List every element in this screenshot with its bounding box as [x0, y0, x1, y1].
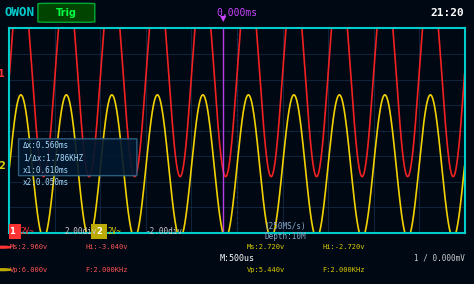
- Circle shape: [0, 269, 11, 271]
- Text: -2.00div: -2.00div: [146, 227, 183, 236]
- Text: Depth:10M: Depth:10M: [264, 232, 306, 241]
- Text: Hi:-2.720v: Hi:-2.720v: [322, 244, 365, 250]
- Text: 2.00div: 2.00div: [64, 227, 97, 236]
- FancyBboxPatch shape: [38, 3, 95, 22]
- Text: Trig: Trig: [56, 8, 77, 18]
- Text: 1: 1: [0, 69, 5, 80]
- Text: Hi:-3.040v: Hi:-3.040v: [85, 244, 128, 250]
- Text: Δx:0.560ms
1/Δx:1.786KHZ
x1:0.610ms
x2:0.050ms: Δx:0.560ms 1/Δx:1.786KHZ x1:0.610ms x2:0…: [23, 141, 83, 187]
- Text: F:2.000KHz: F:2.000KHz: [322, 267, 365, 273]
- Text: 2: 2: [96, 227, 102, 236]
- Text: 21:20: 21:20: [431, 8, 465, 18]
- Text: Ms:2.960v: Ms:2.960v: [9, 244, 48, 250]
- Text: 2V~: 2V~: [107, 227, 121, 236]
- Text: Ms:2.720v: Ms:2.720v: [246, 244, 285, 250]
- Text: 1 / 0.000mV: 1 / 0.000mV: [414, 254, 465, 263]
- Text: OWON: OWON: [5, 6, 35, 19]
- FancyBboxPatch shape: [91, 224, 107, 239]
- Text: Vp:6.000v: Vp:6.000v: [9, 267, 48, 273]
- Circle shape: [0, 246, 11, 248]
- Text: ▼: ▼: [219, 14, 226, 23]
- Text: Vp:5.440v: Vp:5.440v: [246, 267, 285, 273]
- Text: 0.000ms: 0.000ms: [217, 8, 257, 18]
- Text: F:2.000KHz: F:2.000KHz: [85, 267, 128, 273]
- FancyBboxPatch shape: [18, 139, 137, 176]
- Text: 1: 1: [9, 227, 15, 236]
- Text: (250MS/s): (250MS/s): [264, 222, 306, 231]
- Text: M:500us: M:500us: [219, 254, 255, 263]
- Text: 2V~: 2V~: [21, 227, 35, 236]
- FancyBboxPatch shape: [5, 224, 21, 239]
- Text: 2: 2: [0, 161, 5, 172]
